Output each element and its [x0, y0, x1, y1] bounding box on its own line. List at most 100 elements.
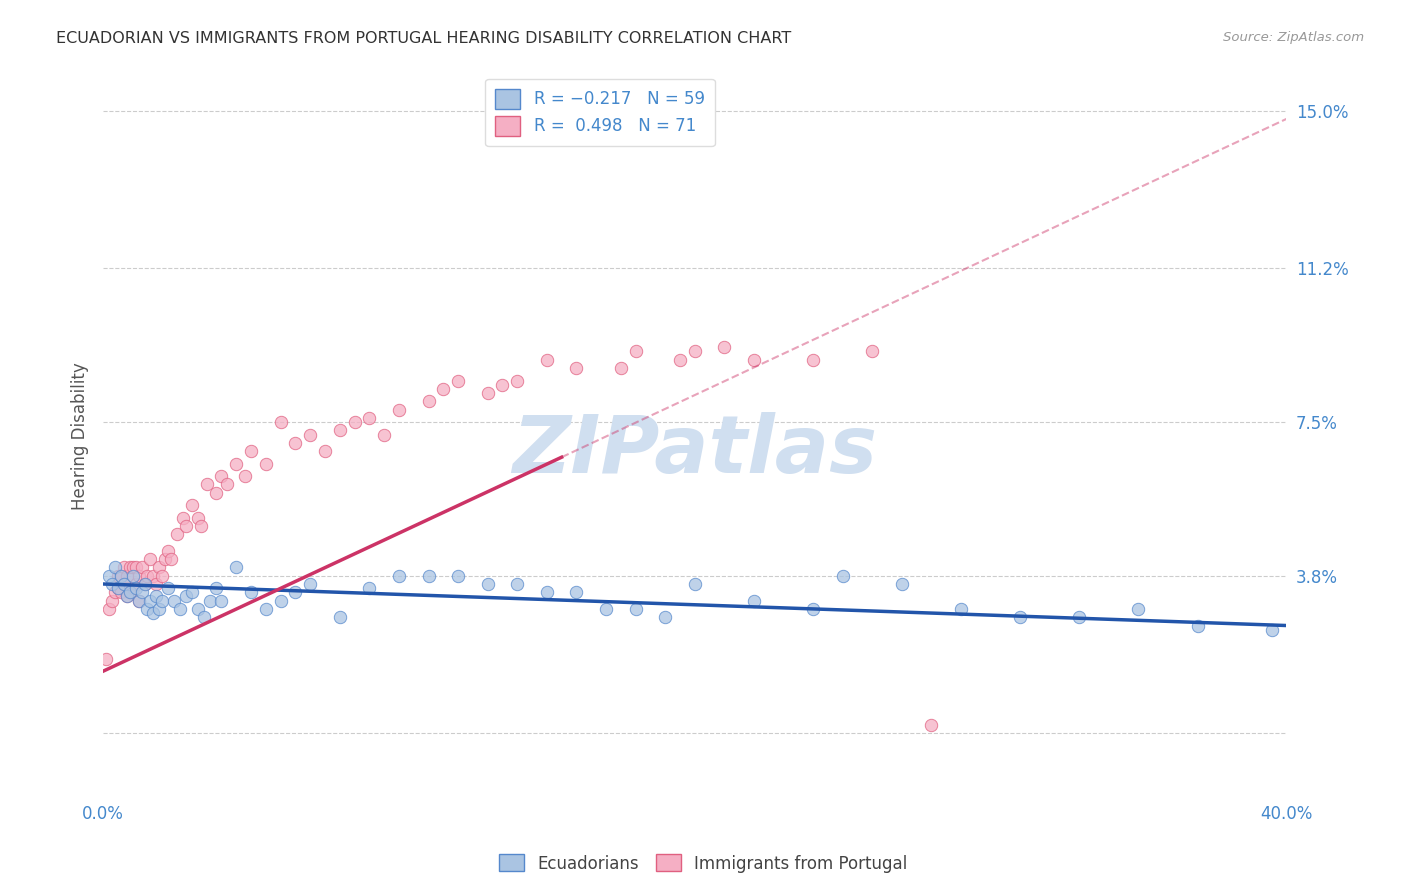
- Point: [174, 590, 197, 604]
- Y-axis label: Hearing Disability: Hearing Disability: [72, 363, 89, 510]
- Point: [565, 585, 588, 599]
- Point: [107, 581, 129, 595]
- Point: [104, 585, 127, 599]
- Point: [225, 560, 247, 574]
- Point: [254, 457, 277, 471]
- Point: [115, 568, 138, 582]
- Point: [187, 602, 209, 616]
- Point: [1069, 610, 1091, 624]
- Legend: Ecuadorians, Immigrants from Portugal: Ecuadorians, Immigrants from Portugal: [492, 847, 914, 880]
- Point: [118, 585, 141, 599]
- Point: [359, 411, 381, 425]
- Point: [683, 344, 706, 359]
- Point: [491, 377, 513, 392]
- Point: [136, 568, 159, 582]
- Point: [172, 510, 194, 524]
- Point: [180, 585, 202, 599]
- Point: [432, 382, 454, 396]
- Point: [94, 651, 117, 665]
- Point: [299, 577, 322, 591]
- Point: [536, 585, 558, 599]
- Point: [447, 568, 470, 582]
- Point: [565, 361, 588, 376]
- Point: [742, 352, 765, 367]
- Point: [115, 590, 138, 604]
- Point: [211, 593, 233, 607]
- Point: [418, 568, 440, 582]
- Point: [1010, 610, 1032, 624]
- Point: [148, 560, 170, 574]
- Point: [388, 568, 411, 582]
- Point: [233, 469, 256, 483]
- Point: [343, 415, 366, 429]
- Point: [157, 581, 180, 595]
- Point: [121, 560, 143, 574]
- Point: [211, 469, 233, 483]
- Point: [270, 415, 292, 429]
- Point: [155, 552, 177, 566]
- Point: [174, 519, 197, 533]
- Point: [101, 593, 124, 607]
- Point: [166, 527, 188, 541]
- Point: [128, 593, 150, 607]
- Point: [198, 593, 221, 607]
- Point: [110, 568, 132, 582]
- Point: [134, 577, 156, 591]
- Point: [131, 585, 153, 599]
- Point: [240, 585, 263, 599]
- Point: [1187, 618, 1209, 632]
- Point: [314, 444, 336, 458]
- Point: [145, 577, 167, 591]
- Point: [742, 593, 765, 607]
- Point: [139, 552, 162, 566]
- Point: [112, 560, 135, 574]
- Point: [217, 477, 239, 491]
- Point: [860, 344, 883, 359]
- Point: [115, 590, 138, 604]
- Text: Source: ZipAtlas.com: Source: ZipAtlas.com: [1223, 31, 1364, 45]
- Point: [110, 568, 132, 582]
- Point: [121, 568, 143, 582]
- Point: [136, 602, 159, 616]
- Point: [131, 560, 153, 574]
- Point: [150, 568, 173, 582]
- Point: [150, 593, 173, 607]
- Point: [920, 718, 942, 732]
- Point: [801, 602, 824, 616]
- Point: [169, 602, 191, 616]
- Point: [329, 423, 352, 437]
- Point: [204, 581, 226, 595]
- Point: [148, 602, 170, 616]
- Point: [225, 457, 247, 471]
- Point: [270, 593, 292, 607]
- Point: [831, 568, 853, 582]
- Point: [157, 543, 180, 558]
- Point: [180, 498, 202, 512]
- Point: [128, 568, 150, 582]
- Point: [98, 602, 121, 616]
- Point: [477, 577, 499, 591]
- Point: [118, 560, 141, 574]
- Point: [107, 568, 129, 582]
- Point: [669, 352, 692, 367]
- Text: ZIPatlas: ZIPatlas: [512, 412, 877, 490]
- Point: [112, 577, 135, 591]
- Point: [118, 585, 141, 599]
- Point: [145, 590, 167, 604]
- Point: [801, 352, 824, 367]
- Point: [624, 344, 647, 359]
- Point: [193, 610, 215, 624]
- Point: [1128, 602, 1150, 616]
- Point: [949, 602, 972, 616]
- Point: [284, 435, 307, 450]
- Point: [388, 402, 411, 417]
- Point: [506, 577, 529, 591]
- Point: [713, 340, 735, 354]
- Point: [890, 577, 912, 591]
- Point: [142, 606, 165, 620]
- Point: [1260, 623, 1282, 637]
- Point: [654, 610, 676, 624]
- Point: [104, 560, 127, 574]
- Point: [121, 581, 143, 595]
- Point: [284, 585, 307, 599]
